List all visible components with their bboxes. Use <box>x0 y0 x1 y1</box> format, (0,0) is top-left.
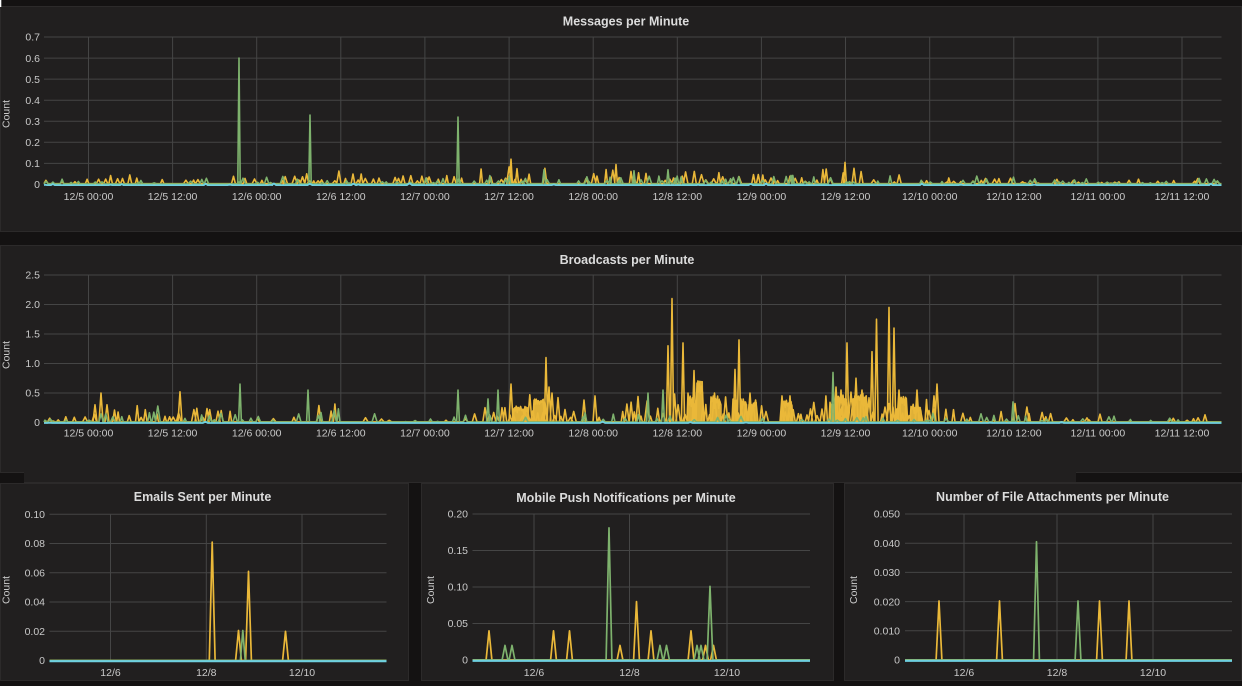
svg-text:12/10 12:00: 12/10 12:00 <box>986 428 1042 440</box>
svg-text:12/7 00:00: 12/7 00:00 <box>400 428 450 440</box>
svg-text:0.3: 0.3 <box>25 116 40 128</box>
svg-text:12/7 00:00: 12/7 00:00 <box>400 191 450 203</box>
svg-text:0.2: 0.2 <box>25 137 40 149</box>
svg-text:0.10: 0.10 <box>25 509 46 521</box>
svg-text:Count: Count <box>848 576 860 604</box>
svg-text:0.010: 0.010 <box>874 626 900 638</box>
svg-text:Count: Count <box>1 341 13 369</box>
svg-text:12/8: 12/8 <box>1047 667 1068 679</box>
svg-text:12/10 12:00: 12/10 12:00 <box>986 191 1042 203</box>
svg-text:0: 0 <box>462 655 468 667</box>
svg-text:0.030: 0.030 <box>874 567 900 579</box>
svg-text:2.0: 2.0 <box>25 299 40 311</box>
svg-text:0.050: 0.050 <box>874 509 900 521</box>
svg-text:12/8 00:00: 12/8 00:00 <box>568 428 618 440</box>
svg-text:12/11 00:00: 12/11 00:00 <box>1071 191 1126 203</box>
svg-text:12/6: 12/6 <box>524 667 545 679</box>
svg-text:12/5 00:00: 12/5 00:00 <box>64 191 114 203</box>
svg-text:Mobile Push Notifications per: Mobile Push Notifications per Minute <box>516 491 736 505</box>
svg-text:12/8: 12/8 <box>196 667 217 679</box>
svg-text:12/9 00:00: 12/9 00:00 <box>737 191 787 203</box>
svg-text:12/5 12:00: 12/5 12:00 <box>148 428 198 440</box>
svg-text:12/6 12:00: 12/6 12:00 <box>316 191 366 203</box>
svg-text:Count: Count <box>1 576 13 604</box>
svg-text:12/8 00:00: 12/8 00:00 <box>568 191 618 203</box>
svg-text:12/10 00:00: 12/10 00:00 <box>902 428 958 440</box>
svg-text:12/9 12:00: 12/9 12:00 <box>821 428 871 440</box>
svg-text:0.6: 0.6 <box>25 53 40 65</box>
svg-text:0: 0 <box>894 655 900 667</box>
svg-text:Count: Count <box>1 100 13 128</box>
svg-text:0.4: 0.4 <box>25 95 40 107</box>
svg-text:12/6: 12/6 <box>100 667 121 679</box>
svg-text:12/6 00:00: 12/6 00:00 <box>232 191 282 203</box>
svg-text:0.5: 0.5 <box>25 388 40 400</box>
svg-text:Emails Sent per Minute: Emails Sent per Minute <box>134 490 272 504</box>
svg-text:2.5: 2.5 <box>25 270 40 282</box>
svg-text:0.06: 0.06 <box>25 568 46 580</box>
svg-text:12/8 12:00: 12/8 12:00 <box>652 428 702 440</box>
svg-text:12/8 12:00: 12/8 12:00 <box>652 191 702 203</box>
svg-text:Number of File Attachments per: Number of File Attachments per Minute <box>936 490 1169 504</box>
svg-text:12/10: 12/10 <box>289 667 315 679</box>
svg-text:12/10 00:00: 12/10 00:00 <box>902 191 958 203</box>
svg-text:12/11 00:00: 12/11 00:00 <box>1071 428 1126 440</box>
svg-text:12/11 12:00: 12/11 12:00 <box>1155 191 1210 203</box>
svg-text:12/7 12:00: 12/7 12:00 <box>484 428 534 440</box>
svg-text:0.02: 0.02 <box>25 626 46 638</box>
svg-text:Count: Count <box>425 576 437 604</box>
svg-text:0.08: 0.08 <box>25 538 46 550</box>
svg-text:12/11 12:00: 12/11 12:00 <box>1155 428 1210 440</box>
svg-text:Broadcasts per Minute: Broadcasts per Minute <box>560 253 695 267</box>
svg-text:0.05: 0.05 <box>448 618 469 630</box>
svg-text:12/5 12:00: 12/5 12:00 <box>148 191 198 203</box>
svg-text:1.0: 1.0 <box>25 358 40 370</box>
svg-text:12/9 00:00: 12/9 00:00 <box>737 428 787 440</box>
svg-text:12/8: 12/8 <box>619 667 640 679</box>
svg-text:0.15: 0.15 <box>448 545 469 557</box>
svg-text:12/7 12:00: 12/7 12:00 <box>484 191 534 203</box>
svg-text:0.5: 0.5 <box>25 74 40 86</box>
svg-text:0: 0 <box>34 179 40 191</box>
svg-text:0.1: 0.1 <box>25 158 40 170</box>
svg-text:0.040: 0.040 <box>874 538 900 550</box>
svg-text:0.04: 0.04 <box>25 597 46 609</box>
svg-text:Messages per Minute: Messages per Minute <box>563 15 689 29</box>
svg-text:0.10: 0.10 <box>448 582 469 594</box>
svg-text:0: 0 <box>39 655 45 667</box>
svg-text:12/6 12:00: 12/6 12:00 <box>316 428 366 440</box>
svg-text:12/5 00:00: 12/5 00:00 <box>64 428 114 440</box>
svg-text:0: 0 <box>34 417 40 429</box>
svg-text:0.020: 0.020 <box>874 596 900 608</box>
svg-text:12/10: 12/10 <box>1140 667 1166 679</box>
svg-text:12/6 00:00: 12/6 00:00 <box>232 428 282 440</box>
svg-text:12/10: 12/10 <box>714 667 740 679</box>
svg-text:0.7: 0.7 <box>25 32 40 44</box>
svg-text:12/6: 12/6 <box>954 667 975 679</box>
svg-text:12/9 12:00: 12/9 12:00 <box>821 191 871 203</box>
svg-text:1.5: 1.5 <box>25 329 40 341</box>
svg-text:0.20: 0.20 <box>448 509 469 521</box>
